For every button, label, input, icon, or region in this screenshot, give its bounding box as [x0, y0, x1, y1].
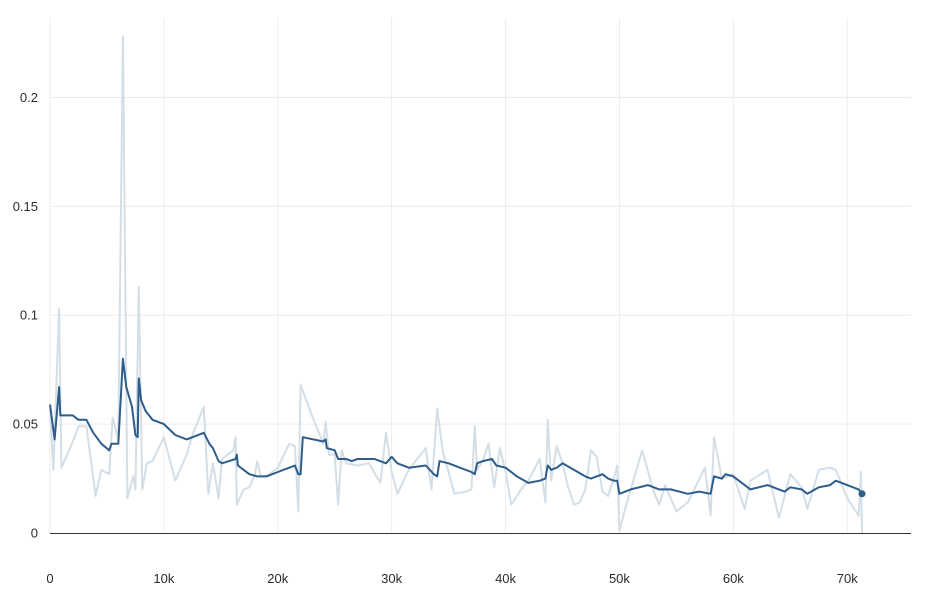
y-tick-label: 0.05: [13, 417, 38, 432]
axes: 0 10k 20k 30k 40k 50k 60k 70k 0 0.05 0.1 0.15 0.2: [13, 90, 911, 586]
plot-area: [49, 35, 866, 534]
last-point-marker: [858, 490, 866, 498]
x-tick-label: 60k: [723, 571, 744, 586]
x-tick-label: 0: [46, 571, 53, 586]
x-tick-label: 10k: [153, 571, 174, 586]
x-tick-label: 50k: [609, 571, 630, 586]
x-tick-label: 70k: [837, 571, 858, 586]
grid: [49, 18, 911, 533]
x-tick-label: 40k: [495, 571, 516, 586]
y-tick-label: 0.1: [20, 308, 38, 323]
smoothed-series-line: [49, 357, 863, 495]
x-tick-label: 20k: [267, 571, 288, 586]
y-tick-label: 0.15: [13, 199, 38, 214]
y-tick-label: 0: [31, 526, 38, 541]
y-tick-label: 0.2: [20, 90, 38, 105]
x-tick-label: 30k: [381, 571, 402, 586]
raw-series-line: [49, 35, 863, 534]
